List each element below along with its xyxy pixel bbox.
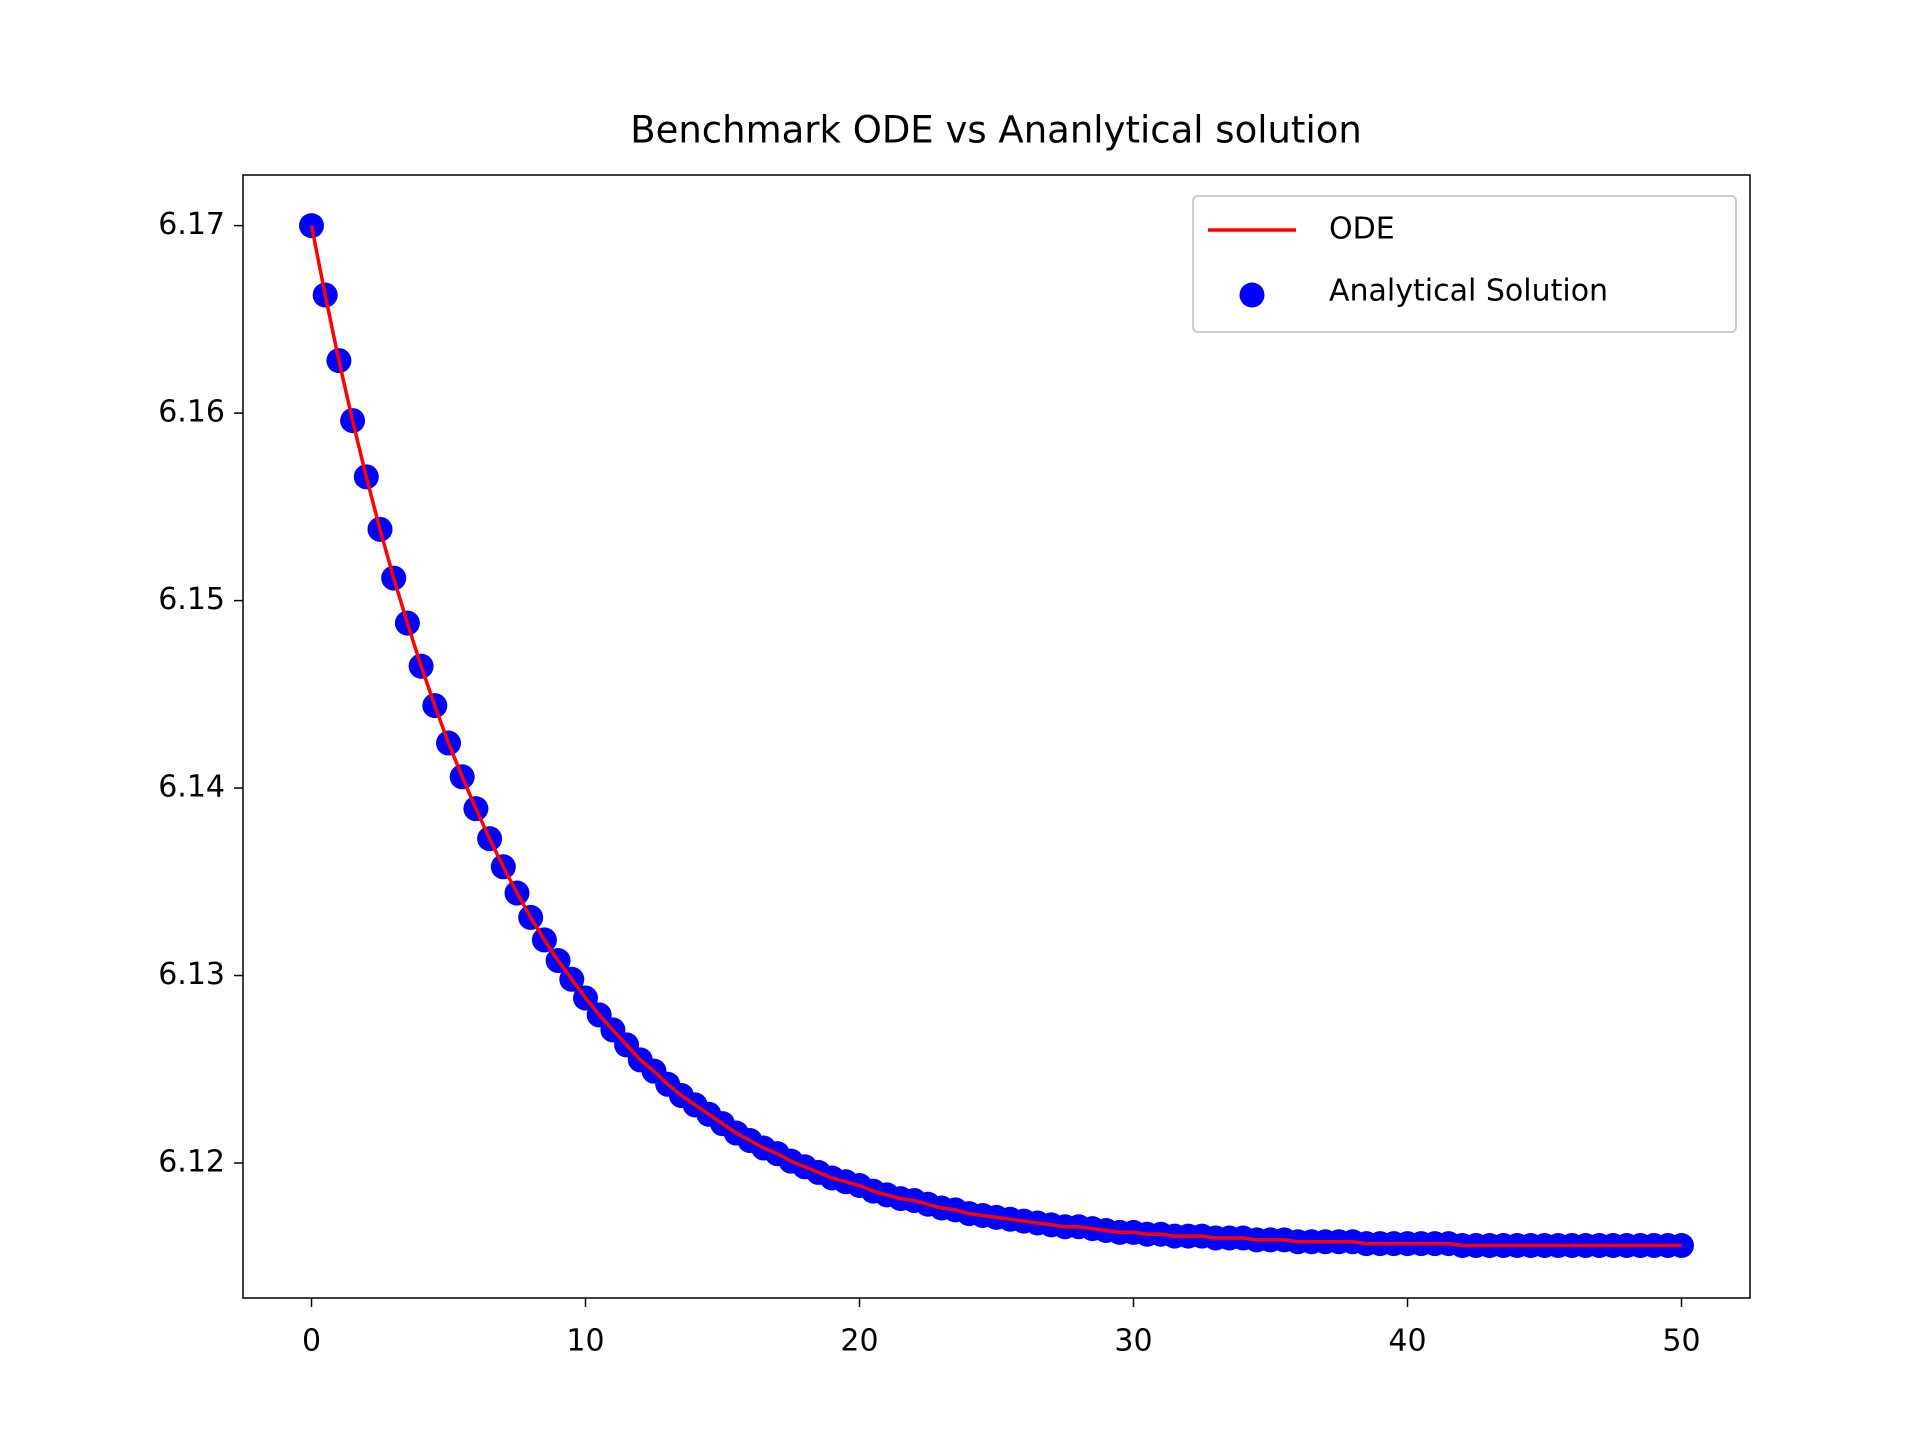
y-tick-label: 6.12 bbox=[158, 1145, 225, 1180]
legend-box bbox=[1192, 195, 1737, 333]
x-tick-label: 10 bbox=[566, 1324, 604, 1359]
x-tick-label: 20 bbox=[840, 1324, 878, 1359]
y-tick-label: 6.13 bbox=[158, 957, 225, 992]
legend-marker bbox=[1239, 282, 1265, 308]
chart-title: Benchmark ODE vs Ananlytical solution bbox=[630, 109, 1362, 152]
legend-label: Analytical Solution bbox=[1329, 274, 1608, 309]
scatter-point bbox=[299, 213, 324, 239]
legend-label: ODE bbox=[1329, 212, 1395, 247]
x-tick-label: 0 bbox=[302, 1324, 321, 1359]
y-tick-label: 6.16 bbox=[158, 395, 225, 430]
y-tick-label: 6.17 bbox=[158, 207, 225, 242]
line bbox=[309, 225, 1682, 1248]
y-tick-label: 6.15 bbox=[158, 582, 225, 617]
x-tick-label: 50 bbox=[1662, 1324, 1700, 1359]
x-tick-label: 40 bbox=[1388, 1324, 1426, 1359]
y-tick-label: 6.14 bbox=[158, 770, 225, 805]
axes-frame bbox=[242, 174, 1751, 1299]
x-tick-label: 30 bbox=[1114, 1324, 1152, 1359]
plot-area bbox=[299, 213, 1694, 1259]
